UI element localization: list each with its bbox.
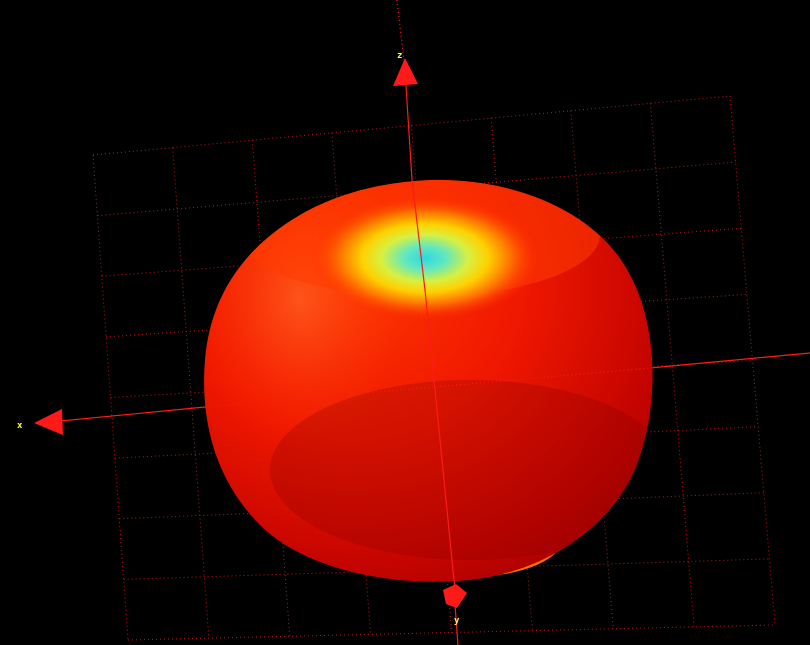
z-axis-bottom-line [454, 604, 459, 645]
z-axis-line-upper [404, 69, 413, 181]
top-dimple [310, 196, 540, 320]
axes-front [204, 179, 651, 591]
x-axis-line-right [649, 352, 810, 369]
z-axis-arrow-icon [393, 58, 418, 86]
grid-line-column [649, 103, 695, 627]
x-axis-label: x [17, 421, 23, 431]
axes-back [49, 0, 810, 645]
grid-line-row [114, 426, 759, 459]
x-axis-line-left [49, 406, 206, 423]
z-axis-line-front [424, 289, 456, 591]
z-axis-line-inside [411, 179, 426, 291]
x-axis-line-through [204, 367, 651, 408]
x-axis-arrow-icon [34, 409, 63, 435]
lower-shade [270, 380, 653, 560]
y-axis-label: y [454, 616, 460, 626]
z-axis-label: z [397, 51, 402, 61]
grid-line-column [729, 95, 776, 626]
y-axis-arrow-icon [443, 584, 467, 608]
